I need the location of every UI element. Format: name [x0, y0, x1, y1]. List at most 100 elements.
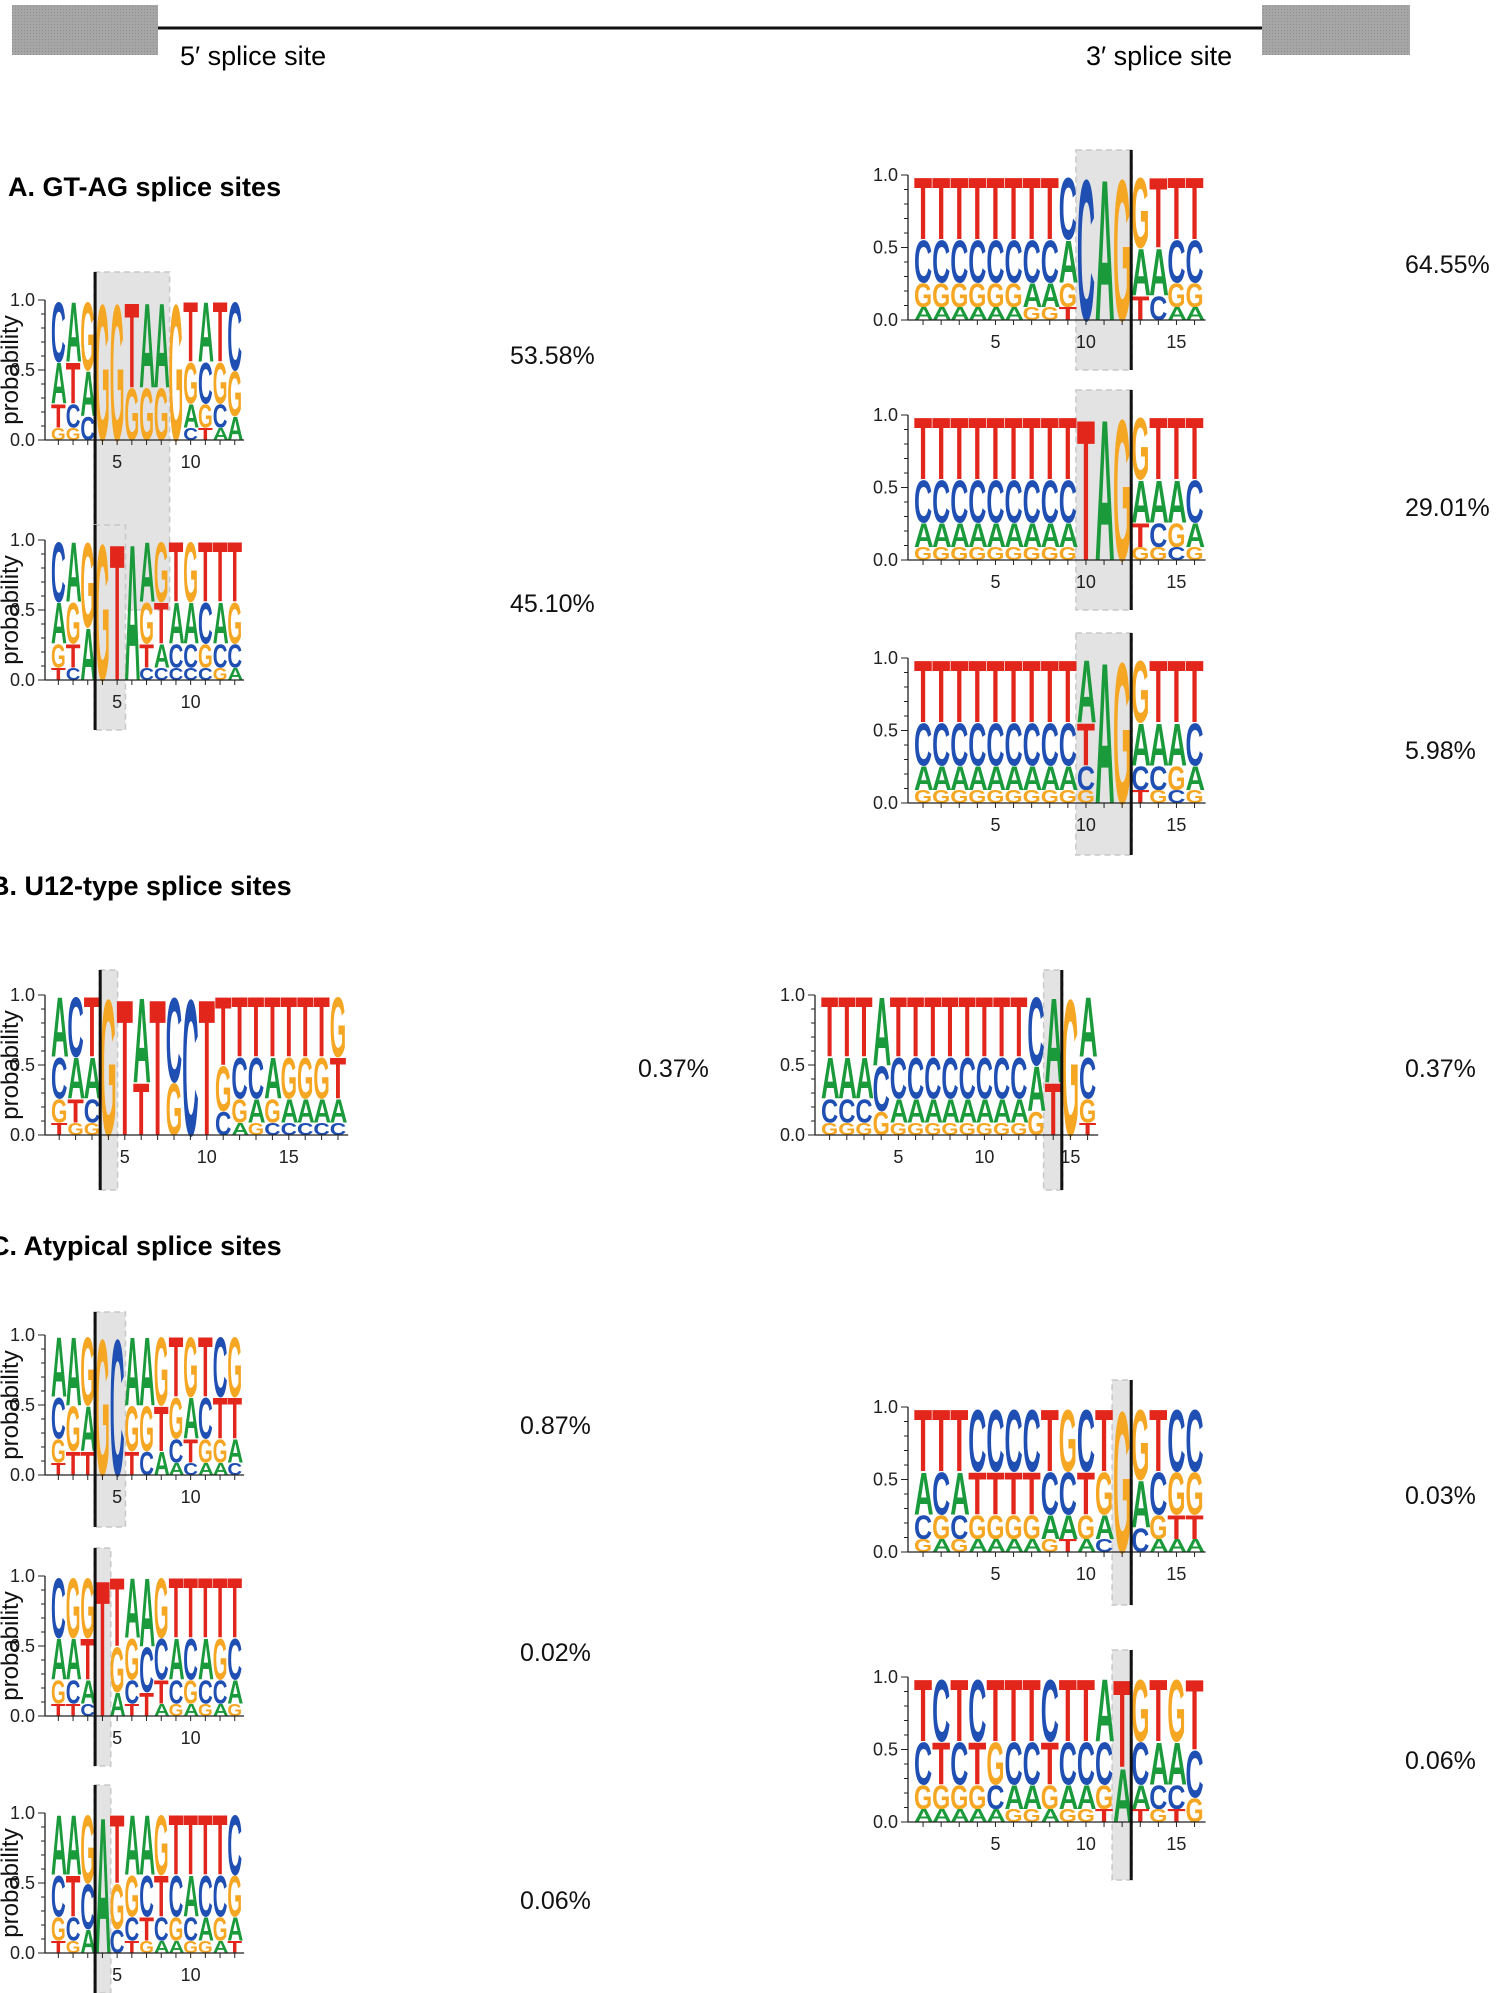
logo-letter-g: G: [1059, 544, 1077, 564]
logo-letter-a: A: [84, 1046, 102, 1111]
logo-letter-c: C: [968, 710, 986, 778]
logo-letter-a: A: [154, 1938, 170, 1957]
x-tick-label: 15: [279, 1147, 299, 1167]
y-tick-label: 0.0: [780, 1125, 805, 1145]
logo-letter-c: C: [1023, 1391, 1041, 1490]
logo-letter-t: T: [66, 1446, 81, 1483]
logo-letter-g: G: [950, 1536, 968, 1556]
y-tick-label: 0.5: [10, 360, 35, 380]
logo-letter-g: G: [125, 1628, 140, 1693]
five-prime-label: 5′ splice site: [180, 41, 326, 71]
section-title-a: A. GT-AG splice sites: [8, 172, 281, 202]
logo-letter-t: T: [1023, 1461, 1041, 1528]
logo-letter-a: A: [950, 1806, 970, 1826]
logo-letter-c: C: [890, 1048, 907, 1112]
logo-letter-g: G: [1041, 787, 1059, 807]
logo-letter-t: T: [1167, 398, 1185, 497]
logo-letter-a: A: [950, 759, 970, 798]
logo-letter-c: C: [1059, 467, 1077, 535]
logo-letter-t: T: [183, 1798, 198, 1893]
logo-letter-t: T: [66, 353, 81, 417]
logo-letter-t: T: [1186, 158, 1204, 257]
logo-letter-a: A: [213, 592, 229, 657]
logo-letter-g: G: [183, 1938, 198, 1957]
logo-letter-c: C: [213, 1321, 228, 1416]
logo-letter-t: T: [976, 980, 993, 1075]
logo-letter-g: G: [227, 592, 242, 657]
logo-letter-g: G: [1131, 398, 1149, 498]
x-tick-label: 5: [990, 572, 1000, 592]
logo-letter-c: C: [1167, 786, 1185, 807]
logo-letter-g: G: [51, 638, 66, 675]
logo-letter-g: G: [1005, 1510, 1023, 1547]
logo-letter-c: C: [914, 227, 932, 295]
logo-letter-c: C: [1167, 1779, 1185, 1817]
logo-letter-c: C: [1077, 1729, 1095, 1797]
logo-letter-t: T: [950, 398, 968, 497]
logo-letter-c: C: [1027, 977, 1044, 1086]
logo-letter-g: G: [968, 544, 986, 564]
logo-letter-g: G: [80, 1796, 95, 1904]
logo-letter-a: A: [914, 304, 934, 324]
logo-letter-c: C: [1023, 227, 1041, 295]
x-tick-label: 10: [1076, 332, 1096, 352]
logo-letter-c: C: [1041, 1661, 1059, 1760]
logo-letter-t: T: [1186, 398, 1204, 497]
logo-letter-t: T: [1167, 641, 1185, 740]
logo-letter-g: G: [1027, 1106, 1044, 1142]
logo-letter-c: C: [950, 1729, 968, 1797]
sequence-logo-c3-2: TCGACTGATCGACTGATGCATCAGTCAGCTGATCAGTCAG…: [873, 1649, 1476, 1881]
logo-letter-a: A: [1113, 1754, 1133, 1839]
logo-letter-c: C: [183, 637, 198, 674]
logo-letter-c: C: [914, 710, 932, 778]
logo-letter-g: G: [198, 1701, 213, 1720]
logo-letter-c: C: [1167, 1391, 1185, 1490]
x-tick-label: 5: [112, 452, 122, 472]
logo-letter-c: C: [1077, 1391, 1095, 1490]
logo-letter-g: G: [1005, 278, 1023, 315]
logo-letter-t: T: [1059, 641, 1077, 740]
three-prime-label: 3′ splice site: [1086, 41, 1232, 71]
logo-letter-t: T: [199, 960, 215, 1177]
logo-letter-g: G: [950, 787, 968, 807]
logo-letter-g: G: [227, 1865, 242, 1930]
logo-letter-g: G: [1095, 1460, 1113, 1527]
logo-letter-t: T: [914, 1390, 932, 1489]
logo-letter-a: A: [297, 1094, 315, 1130]
logo-letter-g: G: [1005, 1806, 1023, 1826]
logo-letter-c: C: [139, 1445, 154, 1482]
logo-letter-c: C: [248, 1047, 264, 1112]
logo-letter-t: T: [213, 285, 228, 380]
logo-letter-g: G: [1095, 1780, 1113, 1817]
logo-letter-t: T: [950, 1390, 968, 1489]
logo-letter-a: A: [198, 1628, 214, 1693]
logo-letter-t: T: [231, 981, 248, 1075]
x-tick-label: 15: [1166, 1834, 1186, 1854]
logo-letter-g: G: [1167, 761, 1185, 798]
logo-letter-c: C: [227, 1799, 242, 1894]
y-tick-label: 1.0: [10, 985, 35, 1005]
logo-letter-c: C: [1186, 1391, 1204, 1490]
logo-letter-a: A: [67, 1046, 85, 1111]
logo-letter-t: T: [932, 158, 950, 257]
logo-letter-t: T: [1186, 1508, 1205, 1547]
logo-letter-c: C: [213, 1865, 228, 1930]
logo-letter-a: A: [1149, 711, 1169, 778]
logo-letter-t: T: [198, 1561, 213, 1656]
logo-letter-c: C: [986, 467, 1004, 535]
logo-letter-a: A: [154, 1701, 170, 1720]
logo-letter-c: C: [838, 1094, 855, 1131]
logo-letter-t: T: [133, 1069, 149, 1151]
y-axis-label: probability: [0, 1350, 24, 1459]
logo-letter-c: C: [1059, 710, 1077, 778]
logo-letter-c: C: [169, 637, 184, 674]
logo-letter-c: C: [1167, 543, 1185, 564]
y-tick-label: 0.0: [873, 1542, 898, 1562]
logo-letter-t: T: [183, 285, 198, 380]
logo-letter-a: A: [986, 516, 1006, 555]
logo-letter-t: T: [855, 980, 872, 1075]
sequence-logo-c5-3: ACGTATCGGCAATGCAGCTACTGGTCATCGATACGTCAGT…: [0, 1779, 591, 1993]
y-tick-label: 0.0: [873, 310, 898, 330]
logo-letter-g: G: [1005, 787, 1023, 807]
